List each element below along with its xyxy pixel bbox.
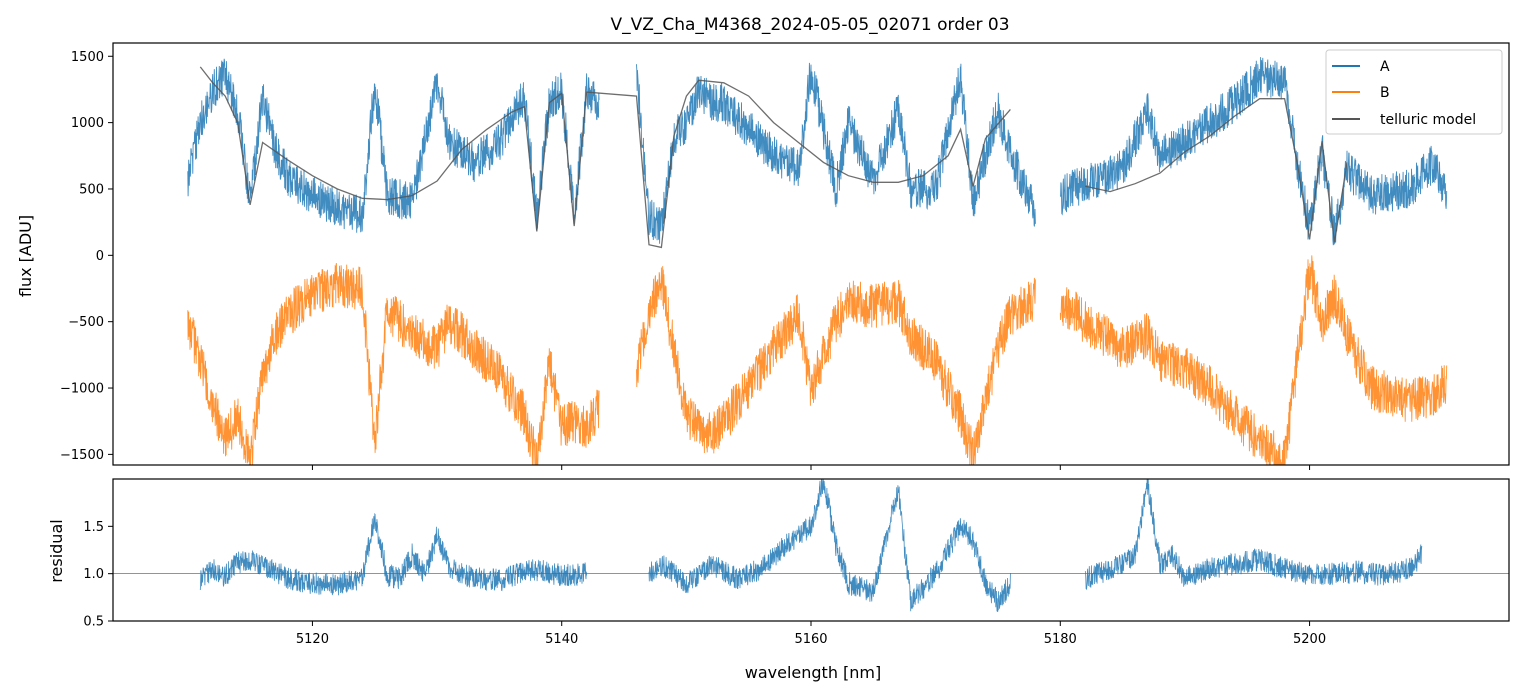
- series-telluric-model-segment-0: [199, 66, 1011, 249]
- flux-ytick-label-3: 0: [96, 249, 104, 264]
- flux-ytick-label-1: −1000: [60, 382, 104, 397]
- series-a-segment-2: [1059, 57, 1448, 246]
- residual-ytick-label-1: 1.0: [83, 567, 104, 582]
- legend-frame: [1325, 49, 1503, 135]
- flux-ytick-label-6: 1500: [71, 50, 104, 65]
- legend: A B telluric model: [1325, 49, 1503, 135]
- residual-panel: 0.5 1.0 1.5 5120 5140 5160 5180 5200: [83, 478, 1510, 647]
- series-b-segment-2: [1059, 255, 1448, 465]
- xlabel: wavelength [nm]: [745, 663, 882, 682]
- residual-xtick-label-1: 5140: [545, 632, 578, 647]
- series-residual-segment-0: [199, 512, 587, 596]
- flux-plot-area: [187, 57, 1448, 465]
- residual-plot-area: [113, 479, 1509, 613]
- series-residual-segment-1: [648, 479, 1011, 613]
- legend-label-b: B: [1380, 85, 1390, 101]
- flux-ytick-label-2: −500: [68, 315, 104, 330]
- series-a-segment-0: [187, 58, 600, 233]
- residual-frame: [112, 478, 1510, 622]
- residual-xtick-label-4: 5200: [1293, 632, 1326, 647]
- legend-label-a: A: [1380, 59, 1390, 75]
- flux-panel: −1500 −1000 −500 0 500 1000 1500: [60, 42, 1510, 470]
- residual-xtick-label-2: 5160: [794, 632, 827, 647]
- flux-ytick-label-4: 500: [79, 182, 104, 197]
- residual-xtick-label-3: 5180: [1044, 632, 1077, 647]
- top-ylabel: flux [ADU]: [16, 215, 35, 297]
- series-b-segment-1: [636, 266, 1036, 465]
- flux-ytick-label-0: −1500: [60, 448, 104, 463]
- residual-xtick-label-0: 5120: [296, 632, 329, 647]
- legend-label-telluric: telluric model: [1380, 112, 1476, 128]
- flux-frame: [112, 42, 1510, 466]
- residual-ytick-label-0: 0.5: [83, 615, 104, 630]
- bottom-ylabel: residual: [47, 519, 66, 582]
- series-telluric-model-segment-1: [1085, 98, 1348, 243]
- plot-title: V_VZ_Cha_M4368_2024-05-05_02071 order 03: [610, 15, 1009, 35]
- series-b-segment-0: [187, 263, 600, 465]
- series-residual-segment-2: [1084, 479, 1423, 590]
- series-a-segment-1: [636, 62, 1036, 244]
- flux-ytick-label-5: 1000: [71, 116, 104, 131]
- residual-ytick-label-2: 1.5: [83, 520, 104, 535]
